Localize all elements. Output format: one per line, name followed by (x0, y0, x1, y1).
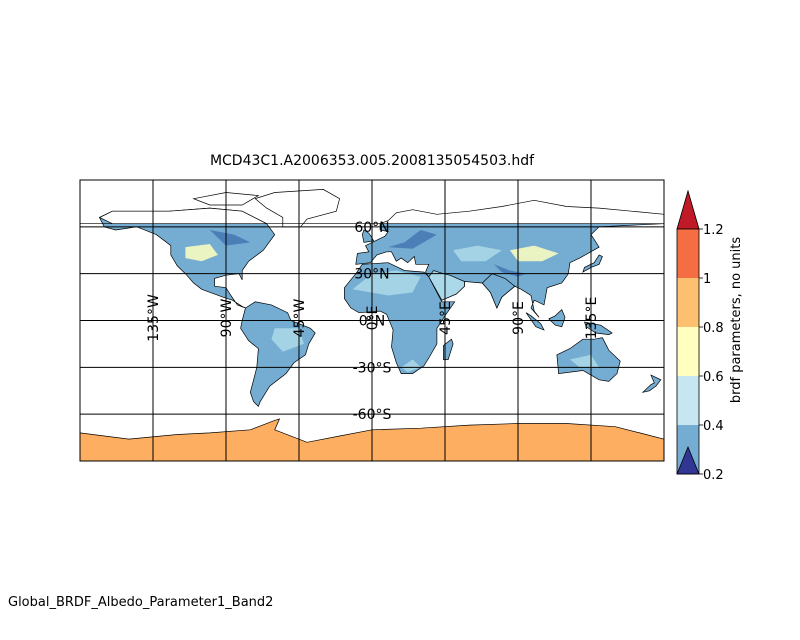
japan-landmass (582, 254, 603, 273)
sumatra-landmass (525, 312, 545, 331)
meridian-label: 45°W (292, 299, 308, 338)
parallel-label: 60°N (354, 220, 389, 236)
south-africa-patch (401, 359, 421, 372)
gobi-patch (509, 245, 559, 262)
colorbar-segment (677, 229, 699, 278)
colorbar-outline (676, 228, 700, 475)
meridian-label: 45°E (438, 301, 454, 335)
colorbar: 0.2 0.4 0.6 0.8 1 1.2 (676, 189, 724, 483)
arctic-north-america-landmass (98, 207, 267, 225)
colorbar-tick-label: 0.4 (703, 419, 724, 434)
colorbar-tick-label: 0.8 (703, 321, 724, 336)
greenland-landmass (254, 189, 341, 228)
colorbar-label: brdf parameters, no units (729, 237, 744, 404)
dataset-label: Global_BRDF_Albedo_Parameter1_Band2 (8, 595, 274, 610)
map-title: MCD43C1.A2006353.005.2008135054503.hdf (209, 153, 535, 169)
australia-patch (569, 354, 600, 368)
sahara-patch (352, 270, 421, 296)
borneo-landmass (548, 308, 566, 328)
meridian-label: 0°E (365, 306, 381, 331)
europe-patch (388, 230, 437, 249)
arctic-eurasia-landmass (379, 199, 665, 225)
uk-landmass (361, 229, 375, 243)
parallel-label: -30°S (353, 360, 392, 376)
colorbar-segment (677, 278, 699, 327)
colorbar-extend-max (676, 189, 700, 230)
arabia-landmass (428, 270, 465, 301)
parallel-label: -60°S (353, 407, 392, 423)
meridian-label: 90°E (511, 301, 527, 335)
graticule-grid (80, 180, 664, 461)
colorbar-tick-label: 1 (703, 272, 711, 287)
meridian-label: 90°W (219, 299, 235, 338)
map-frame (79, 179, 665, 462)
parallel-label: 30°N (354, 267, 389, 283)
new-zealand-landmass (641, 374, 662, 393)
colorbar-segment (677, 376, 699, 425)
canada-patch (209, 230, 251, 246)
brazil-patch (271, 328, 304, 352)
us-plains-patch (185, 244, 218, 262)
colorbar-tick-label: 0.2 (703, 468, 724, 483)
madagascar-landmass (443, 338, 454, 360)
central-asia-patch (453, 245, 502, 262)
colorbar-tick-label: 0.6 (703, 370, 724, 385)
meridian-label: 135°E (584, 297, 600, 340)
india-landmass (481, 273, 516, 309)
parallel-label: 0°N (359, 314, 385, 330)
graticule-labels: 135°W 90°W 45°W 0°E 45°E 90°E 135°E 60°N 30°N 0°N… (146, 220, 600, 423)
meridian-label: 135°W (146, 294, 162, 342)
colorbar-segment (677, 327, 699, 376)
colorbar-tick-label: 1.2 (703, 223, 724, 238)
